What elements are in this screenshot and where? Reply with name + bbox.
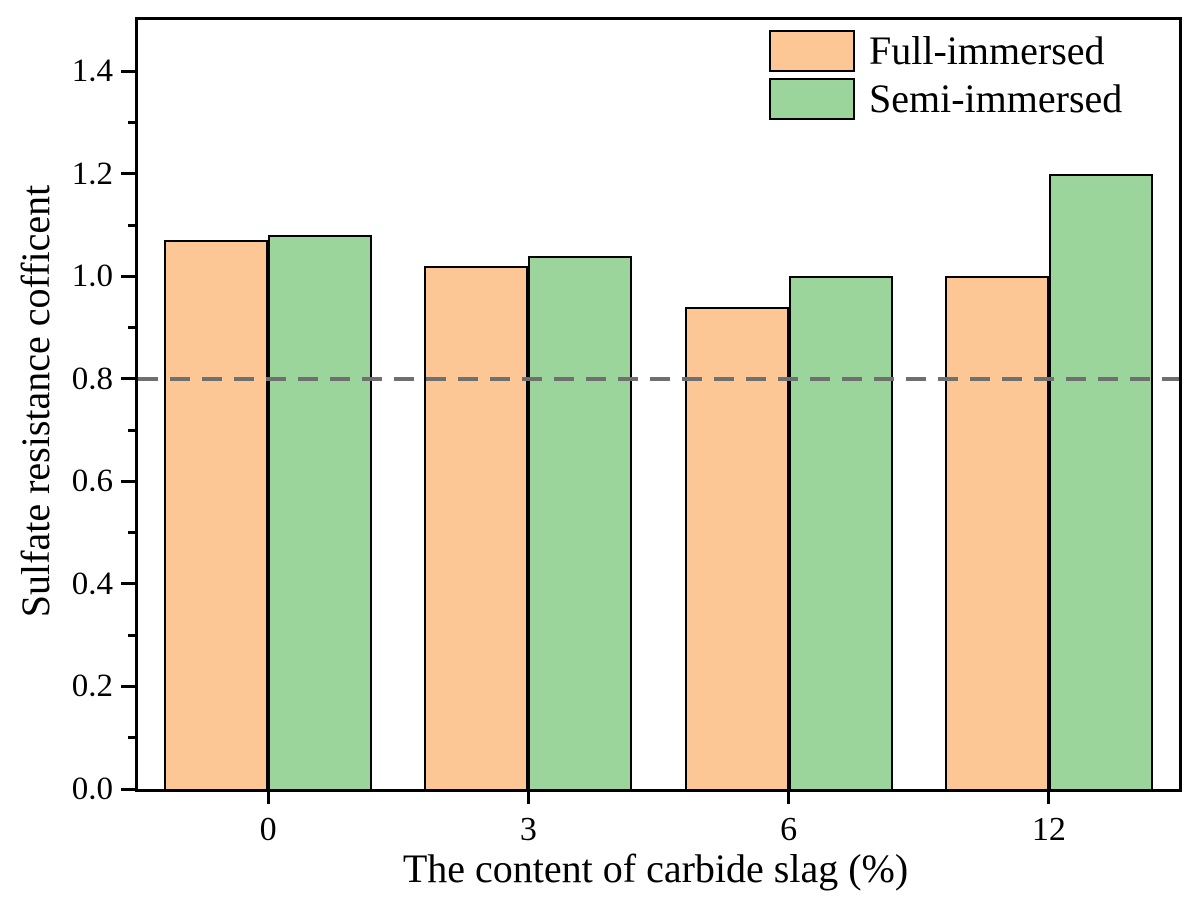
legend-label: Semi-immersed bbox=[869, 76, 1123, 121]
y-tick-minor bbox=[128, 326, 138, 330]
y-tick-label: 0.0 bbox=[71, 771, 113, 807]
y-tick-minor bbox=[128, 223, 138, 227]
y-tick-major bbox=[121, 377, 138, 381]
legend-row: Full-immersed bbox=[769, 30, 1122, 72]
legend-row: Semi-immersed bbox=[769, 78, 1122, 120]
x-axis-title: The content of carbide slag (%) bbox=[402, 846, 909, 891]
bar-semi-immersed-x0 bbox=[268, 235, 373, 789]
x-tick-label: 12 bbox=[1031, 811, 1066, 848]
y-tick-minor bbox=[128, 531, 138, 535]
bar-full-immersed-x12 bbox=[944, 276, 1049, 789]
x-tick-label: 0 bbox=[259, 811, 277, 848]
y-tick-major bbox=[121, 172, 138, 176]
legend-swatch-semi-immersed bbox=[769, 78, 855, 120]
bar-semi-immersed-x3 bbox=[528, 255, 633, 789]
legend-label: Full-immersed bbox=[869, 28, 1105, 73]
reference-line bbox=[138, 376, 1179, 381]
y-tick-major bbox=[121, 684, 138, 688]
y-tick-label: 0.6 bbox=[71, 463, 113, 500]
x-tick bbox=[526, 789, 530, 804]
x-tick-label: 3 bbox=[519, 811, 537, 848]
legend: Full-immersed Semi-immersed bbox=[769, 30, 1122, 126]
bar-full-immersed-x0 bbox=[164, 240, 269, 789]
bar-full-immersed-x3 bbox=[424, 266, 529, 789]
x-tick bbox=[1047, 789, 1051, 804]
y-tick-minor bbox=[128, 736, 138, 740]
y-tick-major bbox=[121, 274, 138, 278]
legend-swatch-full-immersed bbox=[769, 30, 855, 72]
y-tick-major bbox=[121, 582, 138, 586]
y-tick-major bbox=[121, 69, 138, 73]
bar-full-immersed-x6 bbox=[684, 307, 789, 789]
y-tick-major bbox=[121, 479, 138, 483]
plot-area: Full-immersed Semi-immersed bbox=[135, 17, 1182, 792]
y-tick-label: 0.4 bbox=[71, 565, 113, 602]
x-tick-label: 6 bbox=[780, 811, 798, 848]
y-tick-minor bbox=[128, 428, 138, 432]
y-tick-minor bbox=[128, 121, 138, 125]
bar-semi-immersed-x6 bbox=[788, 276, 893, 789]
x-tick bbox=[266, 789, 270, 804]
y-tick-minor bbox=[128, 633, 138, 637]
y-tick-major bbox=[121, 787, 138, 791]
bar-semi-immersed-x12 bbox=[1048, 173, 1153, 789]
y-tick-label: 0.8 bbox=[71, 360, 113, 397]
y-tick-label: 1.4 bbox=[71, 53, 113, 90]
y-tick-label: 1.0 bbox=[71, 258, 113, 295]
y-tick-label: 0.2 bbox=[71, 668, 113, 705]
y-axis-title: Sulfate resistance cofficent bbox=[13, 184, 58, 618]
y-tick-label: 1.2 bbox=[71, 155, 113, 192]
x-tick bbox=[787, 789, 791, 804]
